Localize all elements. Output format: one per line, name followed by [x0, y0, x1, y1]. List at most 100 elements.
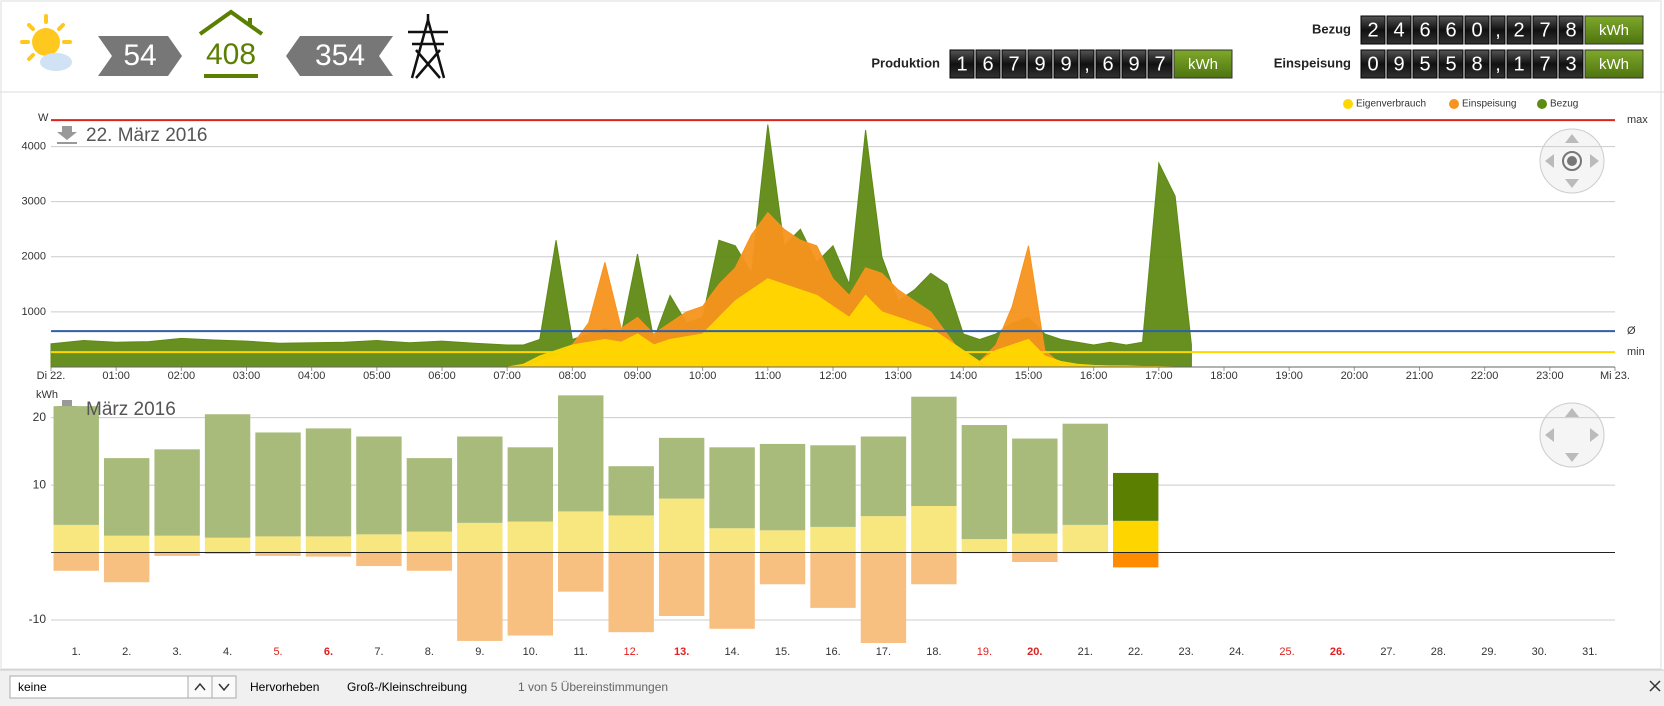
bar-segment: [709, 447, 755, 529]
x-tick-label: 06:00: [428, 370, 456, 382]
reference-label: Ø: [1627, 325, 1636, 337]
digit-box: [1506, 15, 1532, 45]
y-tick-label: 1000: [22, 306, 46, 318]
find-option[interactable]: Groß-/Kleinschreibung: [347, 680, 467, 694]
digit: 1: [1513, 53, 1524, 75]
bar-segment: [608, 552, 654, 633]
x-tick-label: 6.: [324, 646, 333, 658]
chart-title: 22. März 2016: [86, 125, 207, 146]
x-tick-label: 30.: [1532, 646, 1547, 658]
digit-box: [1532, 49, 1558, 79]
y-axis-label: W: [38, 112, 49, 124]
bar-segment: [810, 552, 856, 608]
find-input-text: keine: [18, 680, 47, 694]
find-bar: [0, 670, 1664, 706]
digit: 9: [1060, 53, 1071, 75]
find-prev[interactable]: [187, 675, 213, 699]
digit-box: [1053, 49, 1079, 79]
unit: kWh: [1599, 56, 1629, 73]
digit-box: [1027, 49, 1053, 79]
bar-segment: [204, 537, 251, 553]
digit: 5: [1419, 53, 1430, 75]
x-tick-label: 15:00: [1015, 370, 1043, 382]
x-tick-label: 13.: [674, 646, 689, 658]
digit-box: [1079, 49, 1095, 79]
digit-box: [1438, 15, 1464, 45]
digit: 9: [1128, 53, 1139, 75]
x-tick-label: Mi 23.: [1600, 370, 1630, 382]
bar-segment: [608, 515, 654, 553]
nav-control[interactable]: [1539, 128, 1605, 194]
digit: 0: [1367, 53, 1378, 75]
digit: 8: [1565, 19, 1576, 41]
bar-segment: [406, 531, 453, 553]
digit: 6: [1419, 19, 1430, 41]
digit: 6: [982, 53, 993, 75]
x-tick-label: 21:00: [1406, 370, 1434, 382]
y-tick-label: -10: [29, 612, 47, 626]
digit: 1: [956, 53, 967, 75]
bar-segment: [457, 522, 503, 553]
download-icon[interactable]: [57, 126, 77, 144]
find-next[interactable]: [211, 675, 237, 699]
nav-control[interactable]: [1539, 402, 1605, 468]
x-tick-label: 7.: [374, 646, 383, 658]
digit: 4: [1393, 19, 1404, 41]
bar-segment: [103, 535, 150, 553]
x-tick-label: 05:00: [363, 370, 391, 382]
bar-segment: [103, 552, 150, 583]
find-status: 1 von 5 Übereinstimmungen: [518, 680, 668, 694]
digit: ,: [1495, 19, 1501, 41]
up-arrow: [194, 682, 206, 691]
unit-box: [1173, 49, 1233, 79]
x-tick-label: 11.: [573, 646, 587, 658]
pylon-icon: [408, 14, 448, 79]
digit-box: [1095, 49, 1121, 79]
reference-label: max: [1627, 114, 1648, 126]
house-icon: [198, 9, 264, 78]
bar-segment: [154, 535, 200, 553]
legend-label: Bezug: [1550, 99, 1578, 110]
unit: kWh: [1599, 22, 1629, 39]
digit: 8: [1471, 53, 1482, 75]
x-tick-label: 03:00: [233, 370, 261, 382]
legend-label: Einspeisung: [1462, 99, 1516, 110]
legend-label: Eigenverbrauch: [1356, 99, 1426, 110]
bar-segment: [457, 436, 503, 523]
x-tick-label: 28.: [1431, 646, 1446, 658]
find-option[interactable]: Hervorheben: [250, 680, 319, 694]
digit-box: [1412, 49, 1438, 79]
bar-segment: [255, 552, 301, 556]
bar-segment: [154, 449, 200, 536]
bar-segment: [1012, 552, 1058, 563]
bar-segment: [558, 395, 604, 512]
digit-box: [949, 49, 975, 79]
bar-segment: [860, 516, 907, 553]
x-tick-label: 14:00: [950, 370, 978, 382]
x-tick-label: 18.: [926, 646, 941, 658]
find-close[interactable]: [1649, 680, 1661, 692]
grid-badge: [286, 36, 393, 76]
x-tick-label: 29.: [1481, 646, 1496, 658]
bar-segment: [305, 428, 352, 537]
unit-box: [1584, 49, 1644, 79]
bar-segment: [810, 445, 856, 527]
digit-box: [1001, 49, 1027, 79]
bar-segment: [911, 396, 957, 507]
bar-segment: [558, 511, 604, 553]
legend-swatch: [1449, 99, 1459, 109]
bar-segment: [658, 498, 705, 553]
x-tick-label: 9.: [475, 646, 484, 658]
x-tick-label: 12:00: [819, 370, 847, 382]
bar-segment: [1113, 472, 1159, 521]
x-tick-label: 25.: [1279, 646, 1294, 658]
y-tick-label: 4000: [22, 140, 46, 152]
x-tick-label: 22.: [1128, 646, 1143, 658]
digit-box: [1558, 49, 1584, 79]
x-tick-label: 15.: [775, 646, 790, 658]
x-tick-label: 3.: [173, 646, 182, 658]
bar-segment: [507, 521, 553, 553]
bar-segment: [406, 552, 453, 571]
bar-segment: [103, 458, 150, 536]
